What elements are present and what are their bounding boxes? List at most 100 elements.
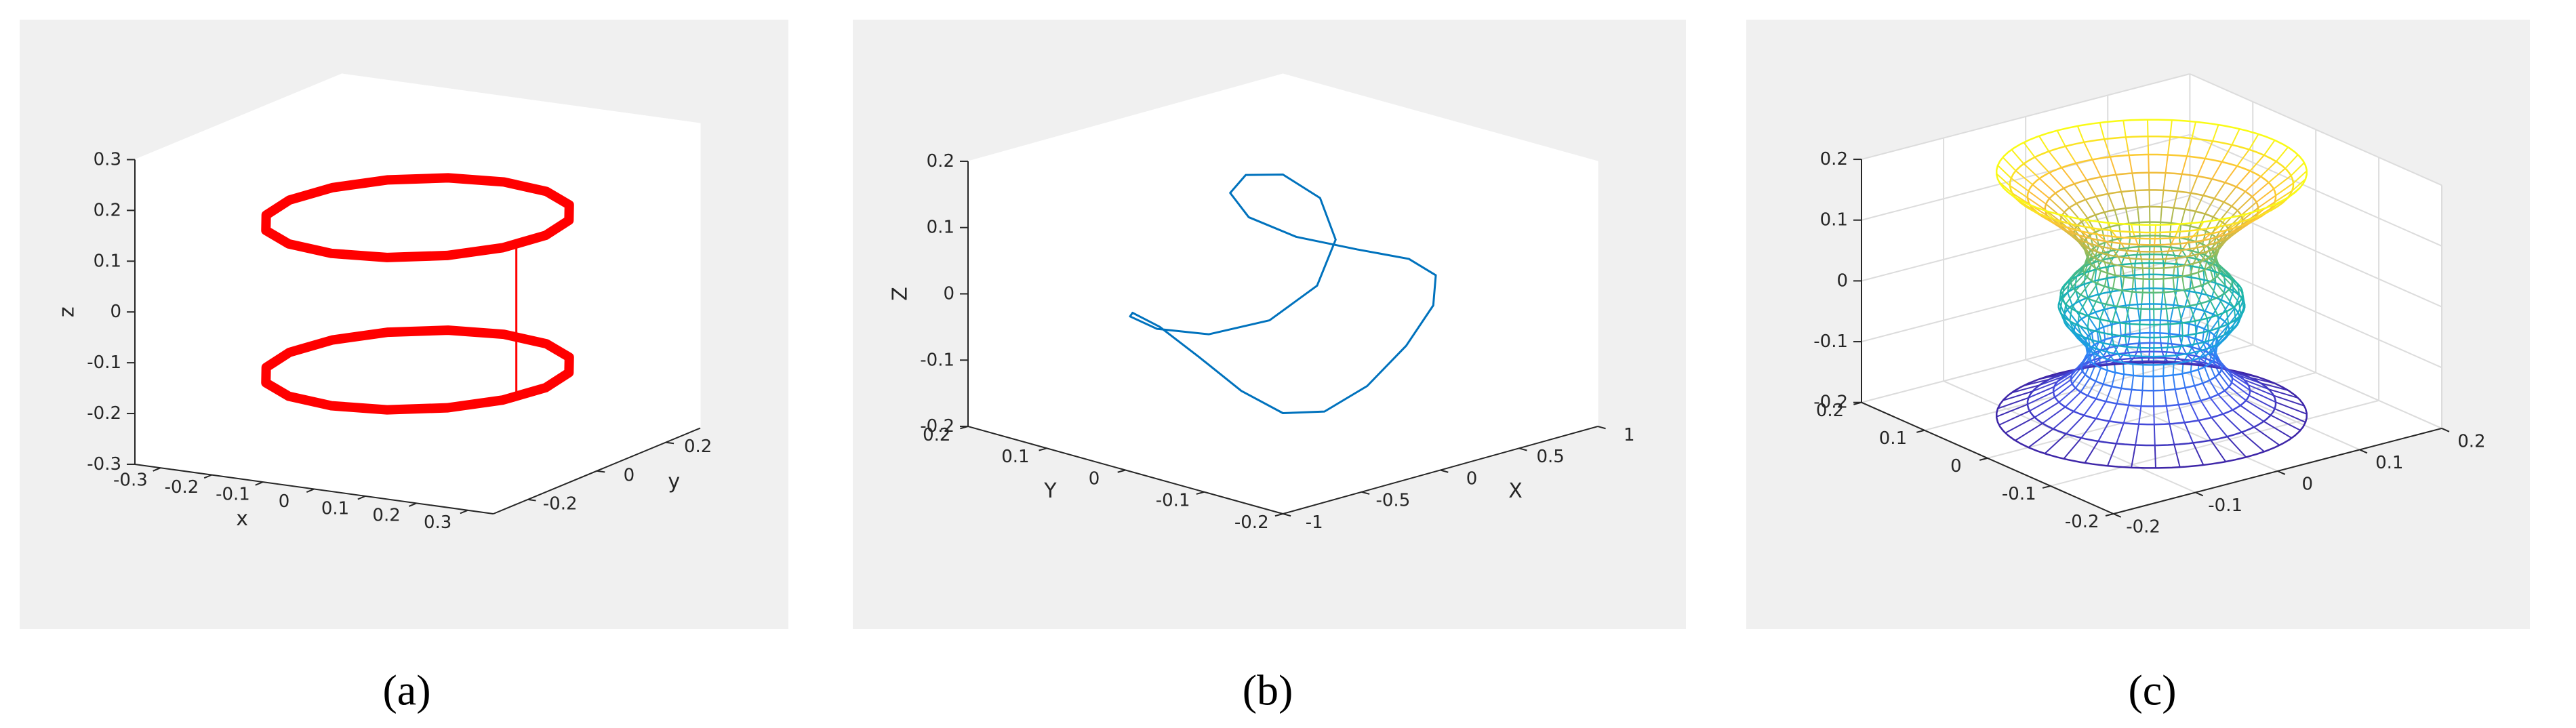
mesh-line: [2125, 208, 2130, 224]
grid-line: [2189, 256, 2442, 369]
mesh-line: [2291, 178, 2306, 192]
mesh-line: [2003, 390, 2033, 401]
mesh-line: [2125, 308, 2130, 324]
mesh-line: [2190, 371, 2196, 386]
mesh-line: [2192, 443, 2205, 466]
tick-mark: [255, 481, 264, 486]
tick-label: 0.1: [1001, 447, 1029, 467]
mesh-line: [2109, 157, 2117, 176]
tick-mark: [1283, 513, 1291, 517]
mesh-line: [2059, 281, 2072, 296]
mesh-line: [2194, 321, 2197, 334]
mesh-line: [2163, 292, 2167, 309]
mesh-line: [2257, 195, 2276, 209]
tick-mark: [306, 488, 315, 493]
mesh-line: [2131, 445, 2137, 468]
mesh-line: [2105, 386, 2113, 402]
mesh-line: [2122, 363, 2125, 375]
mesh-line: [2120, 373, 2125, 389]
mesh-line: [2074, 183, 2087, 201]
mesh-ring: [2070, 253, 2234, 310]
mesh-line: [2202, 328, 2205, 342]
mesh-line: [2058, 387, 2076, 403]
tick-label: -0.1: [216, 484, 250, 504]
mesh-line: [2245, 176, 2261, 193]
mesh-line: [2083, 284, 2089, 298]
tick-label: 0: [624, 465, 635, 485]
mesh-line: [2108, 403, 2118, 422]
mesh-line: [2169, 424, 2175, 445]
mesh-line: [2199, 348, 2209, 359]
grid-line: [2189, 73, 2442, 186]
tick-mark: [2195, 491, 2204, 497]
mesh-line: [2167, 337, 2170, 348]
mesh-line: [2209, 397, 2223, 415]
mesh-line: [2090, 227, 2099, 235]
mesh-line: [2160, 246, 2163, 255]
mesh-ring: [2080, 342, 2223, 392]
mesh-line: [2211, 417, 2228, 437]
mesh-line: [2154, 445, 2156, 468]
mesh-line: [2078, 298, 2089, 313]
mesh-line: [2186, 138, 2193, 157]
mesh-line: [2194, 240, 2203, 249]
mesh-line: [2218, 373, 2230, 388]
tick-mark: [2441, 428, 2450, 432]
mesh-line: [2268, 388, 2299, 399]
tick-mark: [597, 470, 605, 473]
mesh-line: [2077, 325, 2083, 337]
mesh-line: [2249, 134, 2259, 150]
mesh-line: [2190, 176, 2198, 194]
tick-label: 0.2: [923, 425, 950, 445]
mesh-line: [2112, 306, 2118, 322]
mesh-ring: [2085, 319, 2219, 366]
mesh-line: [2015, 422, 2043, 441]
mesh-line: [2275, 182, 2294, 197]
mesh-line: [2116, 422, 2125, 444]
mesh-line: [2212, 300, 2222, 315]
mesh-line: [2083, 398, 2097, 416]
mesh-line: [2235, 170, 2251, 188]
mesh-line: [2084, 441, 2099, 464]
axis-label: z: [56, 306, 79, 317]
mesh-line: [2169, 120, 2173, 137]
mesh-line: [2097, 234, 2106, 242]
mesh-line: [2080, 418, 2097, 439]
mesh-line: [2217, 394, 2234, 411]
mesh-line: [2189, 403, 2200, 421]
mesh-ring: [2063, 287, 2240, 349]
mesh-line: [2023, 142, 2036, 158]
mesh-line: [2268, 167, 2286, 184]
mesh-line: [2263, 140, 2276, 156]
mesh-line: [2270, 414, 2301, 431]
mesh-line: [2190, 263, 2194, 275]
back-pane: [341, 73, 701, 429]
mesh-line: [2207, 282, 2219, 298]
mesh-line: [2107, 193, 2116, 211]
mesh-line: [2174, 389, 2179, 405]
tick-label: -0.1: [2002, 484, 2036, 504]
mesh-line: [2209, 300, 2219, 316]
mesh-line: [2273, 175, 2292, 190]
mesh-line: [2099, 245, 2108, 256]
mesh-line: [2073, 395, 2089, 412]
grid-line: [2050, 399, 2379, 487]
mesh-line: [2167, 136, 2171, 155]
tick-label: 0: [1836, 270, 1848, 291]
mesh-line: [2080, 378, 2091, 392]
mesh-line: [1996, 403, 2028, 418]
mesh-line: [2084, 261, 2089, 275]
mesh-line: [2245, 400, 2272, 416]
mesh-line: [2111, 372, 2116, 387]
mesh-line: [2216, 325, 2229, 339]
mesh-line: [2274, 408, 2306, 423]
tick-label: -0.3: [113, 470, 148, 491]
tick-mark: [527, 498, 536, 502]
mesh-line: [2095, 384, 2104, 399]
mesh-line: [2044, 433, 2067, 454]
mesh-line: [2032, 381, 2058, 392]
tick-label: -0.2: [2126, 517, 2160, 537]
mesh-line: [2202, 230, 2207, 245]
mesh-line: [2085, 199, 2096, 216]
mesh-line: [2132, 232, 2137, 239]
